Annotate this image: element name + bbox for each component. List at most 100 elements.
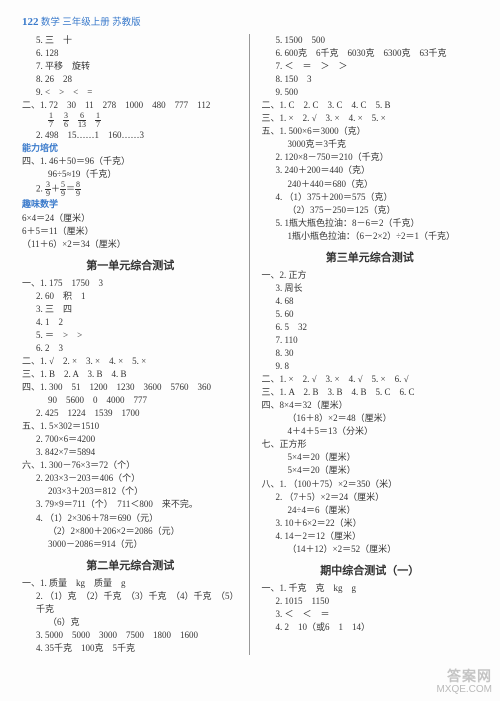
text-line: 9. 8	[262, 360, 479, 373]
text-line: 5. 1瓶大瓶色拉油：8－6＝2（千克）	[262, 217, 479, 230]
text-line: 4. 2 10（或6 1 14）	[262, 621, 479, 634]
text-line: 6. 600克 6千克 6030克 6300克 63千克	[262, 47, 479, 60]
text-line: 7. 平移 旋转	[22, 60, 239, 73]
text-line: 4. （1）2×306＋78＝690（元）	[22, 512, 239, 525]
text-line: 八、1. （100＋75）×2＝350（米）	[262, 478, 479, 491]
text-line: （2）375－250＝125（克）	[262, 204, 479, 217]
section-title: 第二单元综合测试	[22, 557, 239, 573]
text-line: 四、1. 46＋50＝96（千克）	[22, 155, 239, 168]
text-line: 3. 240＋200＝440（克）	[262, 164, 479, 177]
text-line: 三、1. A 2. B 3. B 4. B 5. C 6. C	[262, 386, 479, 399]
text-line: 5. 60	[262, 308, 479, 321]
header-subject: 数学	[41, 18, 60, 28]
text-line: （11＋6）×2＝34（厘米）	[22, 238, 239, 251]
text-line: （6）克	[22, 616, 239, 629]
text-line: 3. 842×7＝5894	[22, 446, 239, 459]
section-heading: 能力培优	[22, 142, 239, 155]
text-line: 4. 68	[262, 295, 479, 308]
text-line: 二、1. C 2. C 3. C 4. C 5. B	[262, 99, 479, 112]
text-line: （14＋12）×2＝52（厘米）	[262, 543, 479, 556]
text-line: 七、正方形	[262, 438, 479, 451]
text-line: 2. （7＋5）×2＝24（厘米）	[262, 491, 479, 504]
text-line: 二、1. 72 30 11 278 1000 480 777 112	[22, 99, 239, 112]
section-title: 期中综合测试（一）	[262, 562, 479, 578]
text-line: 8. 30	[262, 347, 479, 360]
text-line: 96÷5≈19（千克）	[22, 168, 239, 181]
text-line: 一、1. 175 1750 3	[22, 277, 239, 290]
page-header: 122 数学 三年级上册 苏教版	[22, 14, 478, 28]
text-line: 四、1. 300 51 1200 1230 3600 5760 360	[22, 381, 239, 394]
fraction-line: 17 36 613 17	[22, 112, 239, 129]
text-line: 四、8×4＝32（厘米）	[262, 399, 479, 412]
text-line: 五、1. 5×302＝1510	[22, 420, 239, 433]
text-line: 4. 14－2＝12（厘米）	[262, 530, 479, 543]
header-edition: 苏教版	[112, 18, 141, 28]
watermark: 答案网 MXQE.COM	[436, 669, 492, 695]
watermark-english: MXQE.COM	[436, 684, 492, 695]
text-line: 一、1. 质量 kg 质量 g	[22, 577, 239, 590]
text-line: 一、2. 正方	[262, 269, 479, 282]
page-root: 122 数学 三年级上册 苏教版 5. 三 十6. 1287. 平移 旋转8. …	[0, 0, 500, 665]
text-line: 4. （1）375＋200＝575（克）	[262, 191, 479, 204]
text-line: 五、1. 500×6＝3000（克）	[262, 125, 479, 138]
section-title: 第一单元综合测试	[22, 257, 239, 273]
text-line: 4. 35千克 100克 5千克	[22, 642, 239, 655]
watermark-chinese: 答案网	[436, 669, 492, 684]
text-line: 6. 128	[22, 47, 239, 60]
fraction-equation: 2. 39＋59＝89	[22, 181, 239, 198]
text-line: 4＋4＋5＝13（分米）	[262, 425, 479, 438]
text-line: 6×4＝24（厘米）	[22, 212, 239, 225]
header-grade: 三年级上册	[62, 18, 110, 28]
text-line: 3. ＜ ＜ ＝	[262, 608, 479, 621]
text-line: 六、1. 300－76×3＝72（个）	[22, 459, 239, 472]
text-line: （2）2×800＋206×2＝2086（元）	[22, 525, 239, 538]
text-line: 9. < > < =	[22, 86, 239, 99]
text-line: 7. 110	[262, 334, 479, 347]
text-line: 3. 79×9＝711（个） 711＜800 来不完。	[22, 498, 239, 511]
text-line: 2. 120×8－750＝210（千克）	[262, 151, 479, 164]
text-line: 3. 5000 5000 3000 7500 1800 1600	[22, 629, 239, 642]
text-line: 5×4＝20（厘米）	[262, 451, 479, 464]
text-line: 3. 三 四	[22, 303, 239, 316]
text-line: 3. 10＋6×2＝22（米）	[262, 517, 479, 530]
text-line: 3. 周长	[262, 282, 479, 295]
text-line: 2. 498 15……1 160……3	[22, 129, 239, 142]
text-line: 二、1. √ 2. × 3. × 4. × 5. ×	[22, 355, 239, 368]
section-heading: 趣味数学	[22, 198, 239, 211]
section-title: 第三单元综合测试	[262, 249, 479, 265]
text-line: 90 5600 0 4000 777	[22, 394, 239, 407]
text-line: 6. 2 3	[22, 342, 239, 355]
text-line: 2. 1015 1150	[262, 595, 479, 608]
page-number: 122	[22, 16, 39, 28]
right-column: 5. 1500 5006. 600克 6千克 6030克 6300克 63千克7…	[250, 34, 479, 655]
text-line: 7. ＜ ＝ ＞ ＞	[262, 60, 479, 73]
text-line: 6. 5 32	[262, 321, 479, 334]
text-line: 1瓶小瓶色拉油：（6－2×2）÷2＝1（千克）	[262, 230, 479, 243]
text-line: 8. 150 3	[262, 73, 479, 86]
text-line: 2. 700×6＝4200	[22, 433, 239, 446]
text-line: 5. ＝ > >	[22, 329, 239, 342]
text-line: 8. 26 28	[22, 73, 239, 86]
text-line: 三、1. × 2. √ 3. × 4. × 5. ×	[262, 112, 479, 125]
columns: 5. 三 十6. 1287. 平移 旋转8. 26 289. < > < =二、…	[22, 34, 478, 655]
text-line: 24÷4＝6（厘米）	[262, 504, 479, 517]
text-line: 5. 三 十	[22, 34, 239, 47]
text-line: 一、1. 千克 克 kg g	[262, 582, 479, 595]
text-line: 4. 1 2	[22, 316, 239, 329]
text-line: 3000－2086＝914（元）	[22, 538, 239, 551]
text-line: 2. 203×3－203＝406（个）	[22, 472, 239, 485]
text-line: 240＋440＝680（克）	[262, 178, 479, 191]
text-line: 2. 60 积 1	[22, 290, 239, 303]
text-line: 9. 500	[262, 86, 479, 99]
left-column: 5. 三 十6. 1287. 平移 旋转8. 26 289. < > < =二、…	[22, 34, 250, 655]
text-line: 二、1. × 2. √ 3. × 4. √ 5. × 6. √	[262, 373, 479, 386]
text-line: 三、1. B 2. A 3. B 4. B	[22, 368, 239, 381]
text-line: （16＋8）×2＝48（厘米）	[262, 412, 479, 425]
text-line: 5×4＝20（厘米）	[262, 464, 479, 477]
text-line: 6＋5＝11（厘米）	[22, 225, 239, 238]
text-line: 2. 425 1224 1539 1700	[22, 407, 239, 420]
text-line: 2. （1）克 （2）千克 （3）千克 （4）千克 （5）千克	[22, 590, 239, 616]
text-line: 3000克＝3千克	[262, 138, 479, 151]
text-line: 5. 1500 500	[262, 34, 479, 47]
text-line: 203×3＋203＝812（个）	[22, 485, 239, 498]
